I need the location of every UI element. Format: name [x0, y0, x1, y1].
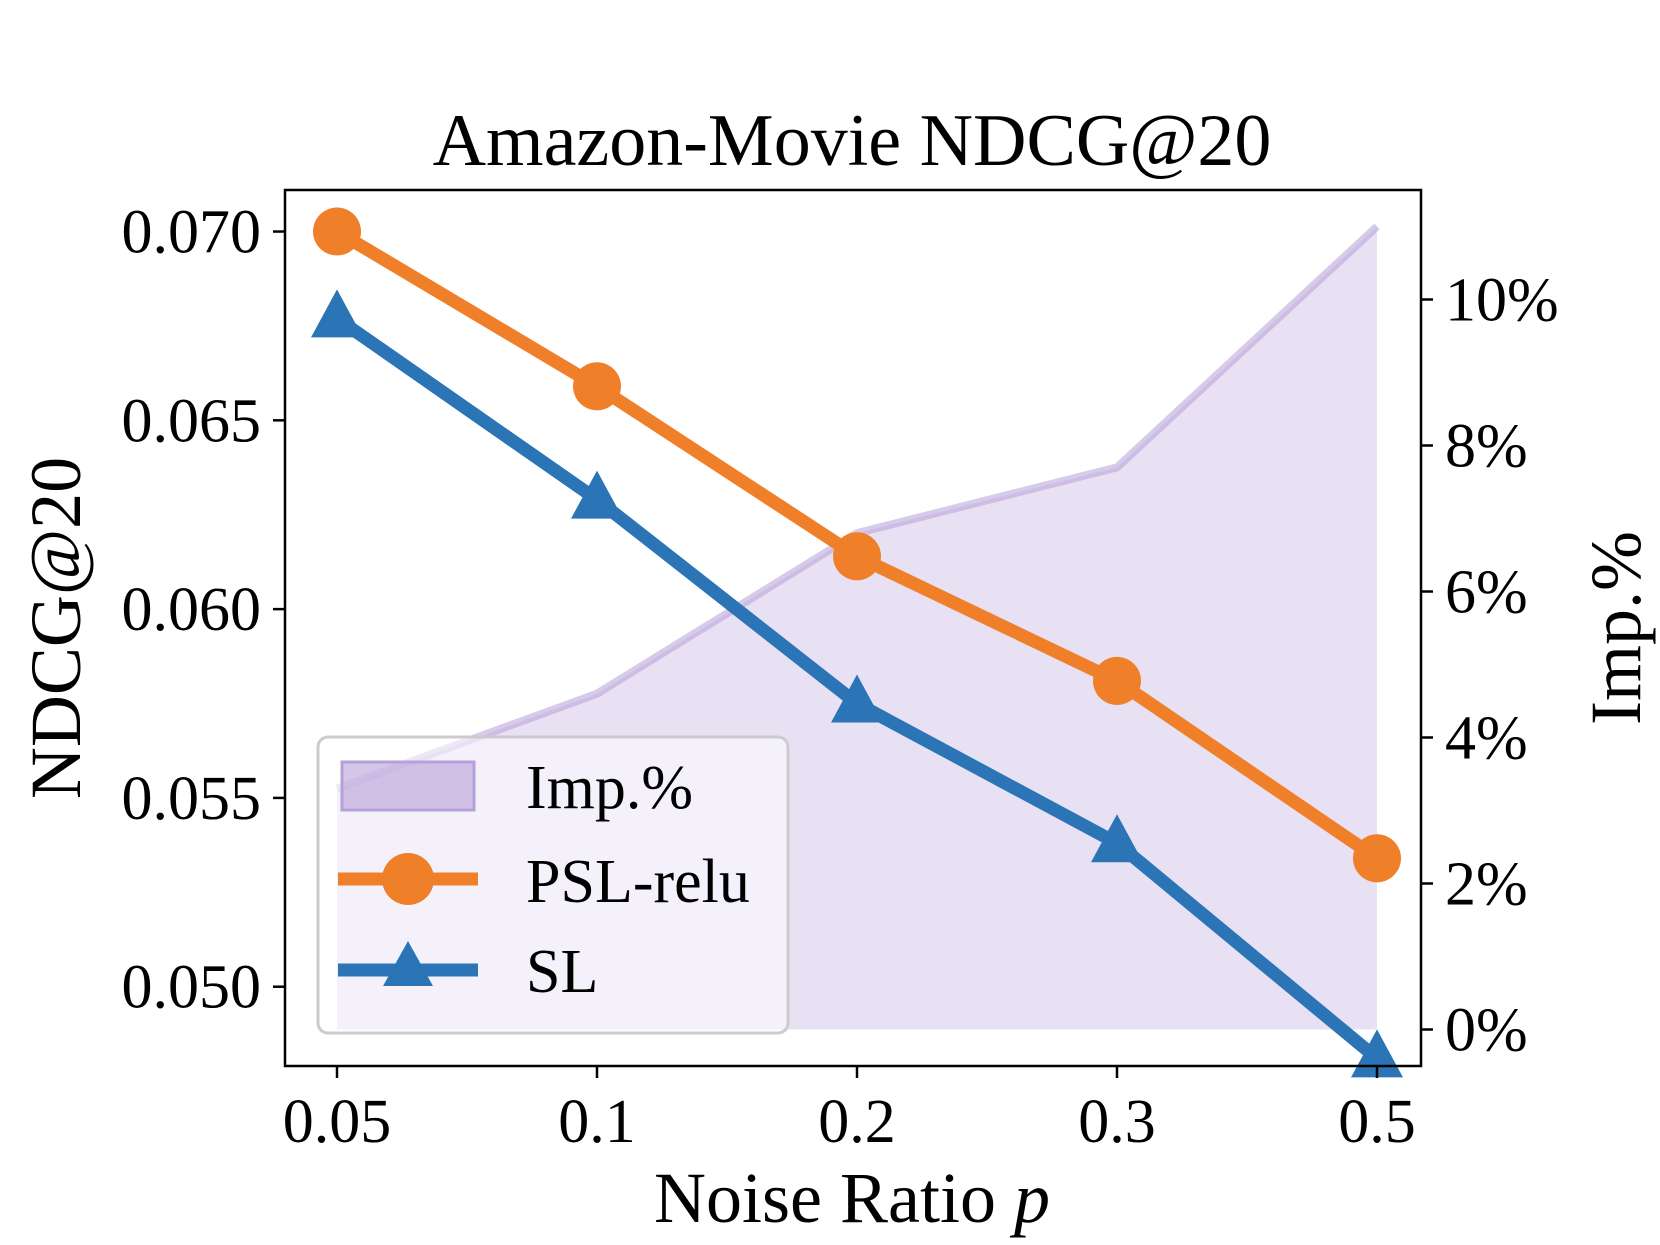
y-right-tick-label: 6% — [1445, 559, 1528, 627]
y-right-tick-label: 0% — [1445, 997, 1528, 1065]
legend-label-psl-relu: PSL-relu — [526, 848, 750, 916]
legend-marker-sl — [383, 941, 433, 986]
y-axis-right-label: Imp.% — [1576, 531, 1656, 725]
point-sl-1 — [571, 470, 623, 519]
y-axis-right: 0% 2% 4% 6% 8% 10% — [1421, 267, 1559, 1065]
x-tick-label: 0.5 — [1338, 1088, 1416, 1156]
point-psl-relu-0 — [313, 207, 361, 256]
y-tick-label: 0.070 — [122, 199, 262, 267]
point-psl-relu-1 — [573, 362, 621, 411]
y-right-tick-label: 10% — [1445, 267, 1559, 335]
y-right-tick-label: 4% — [1445, 705, 1528, 773]
y-tick-label: 0.055 — [122, 765, 262, 833]
legend: Imp.% PSL-relu SL — [316, 735, 790, 1035]
point-psl-relu-4 — [1353, 834, 1401, 883]
y-axis-label: NDCG@20 — [16, 457, 96, 799]
series-sl — [311, 289, 1403, 1078]
legend-label-imp: Imp.% — [526, 754, 693, 822]
legend-label-sl: SL — [526, 938, 598, 1006]
x-axis-label: Noise Ratio p — [654, 1158, 1050, 1238]
legend-marker-psl-relu — [382, 853, 434, 905]
y-right-tick-label: 2% — [1445, 851, 1528, 919]
point-psl-relu-3 — [1093, 656, 1141, 705]
plot-frame — [283, 188, 1423, 1068]
y-right-tick-label: 8% — [1445, 413, 1528, 481]
y-tick-label: 0.065 — [122, 387, 262, 455]
point-sl-0 — [311, 289, 363, 338]
x-tick-label: 0.05 — [283, 1088, 392, 1156]
series-psl-relu — [313, 207, 1401, 883]
x-axis: 0.05 0.1 0.2 0.3 0.5 — [283, 1066, 1416, 1156]
x-tick-label: 0.1 — [558, 1088, 636, 1156]
y-tick-label: 0.060 — [122, 576, 262, 644]
point-psl-relu-2 — [833, 532, 881, 581]
x-tick-label: 0.2 — [818, 1088, 896, 1156]
legend-swatch-imp — [340, 760, 476, 812]
series-layer — [311, 207, 1403, 1078]
point-sl-2 — [831, 674, 883, 723]
y-tick-label: 0.050 — [122, 954, 262, 1022]
x-tick-label: 0.3 — [1078, 1088, 1156, 1156]
point-sl-3 — [1091, 814, 1143, 863]
y-axis-left: 0.050 0.055 0.060 0.065 0.070 — [122, 199, 285, 1022]
chart-title: Amazon-Movie NDCG@20 — [433, 100, 1272, 182]
